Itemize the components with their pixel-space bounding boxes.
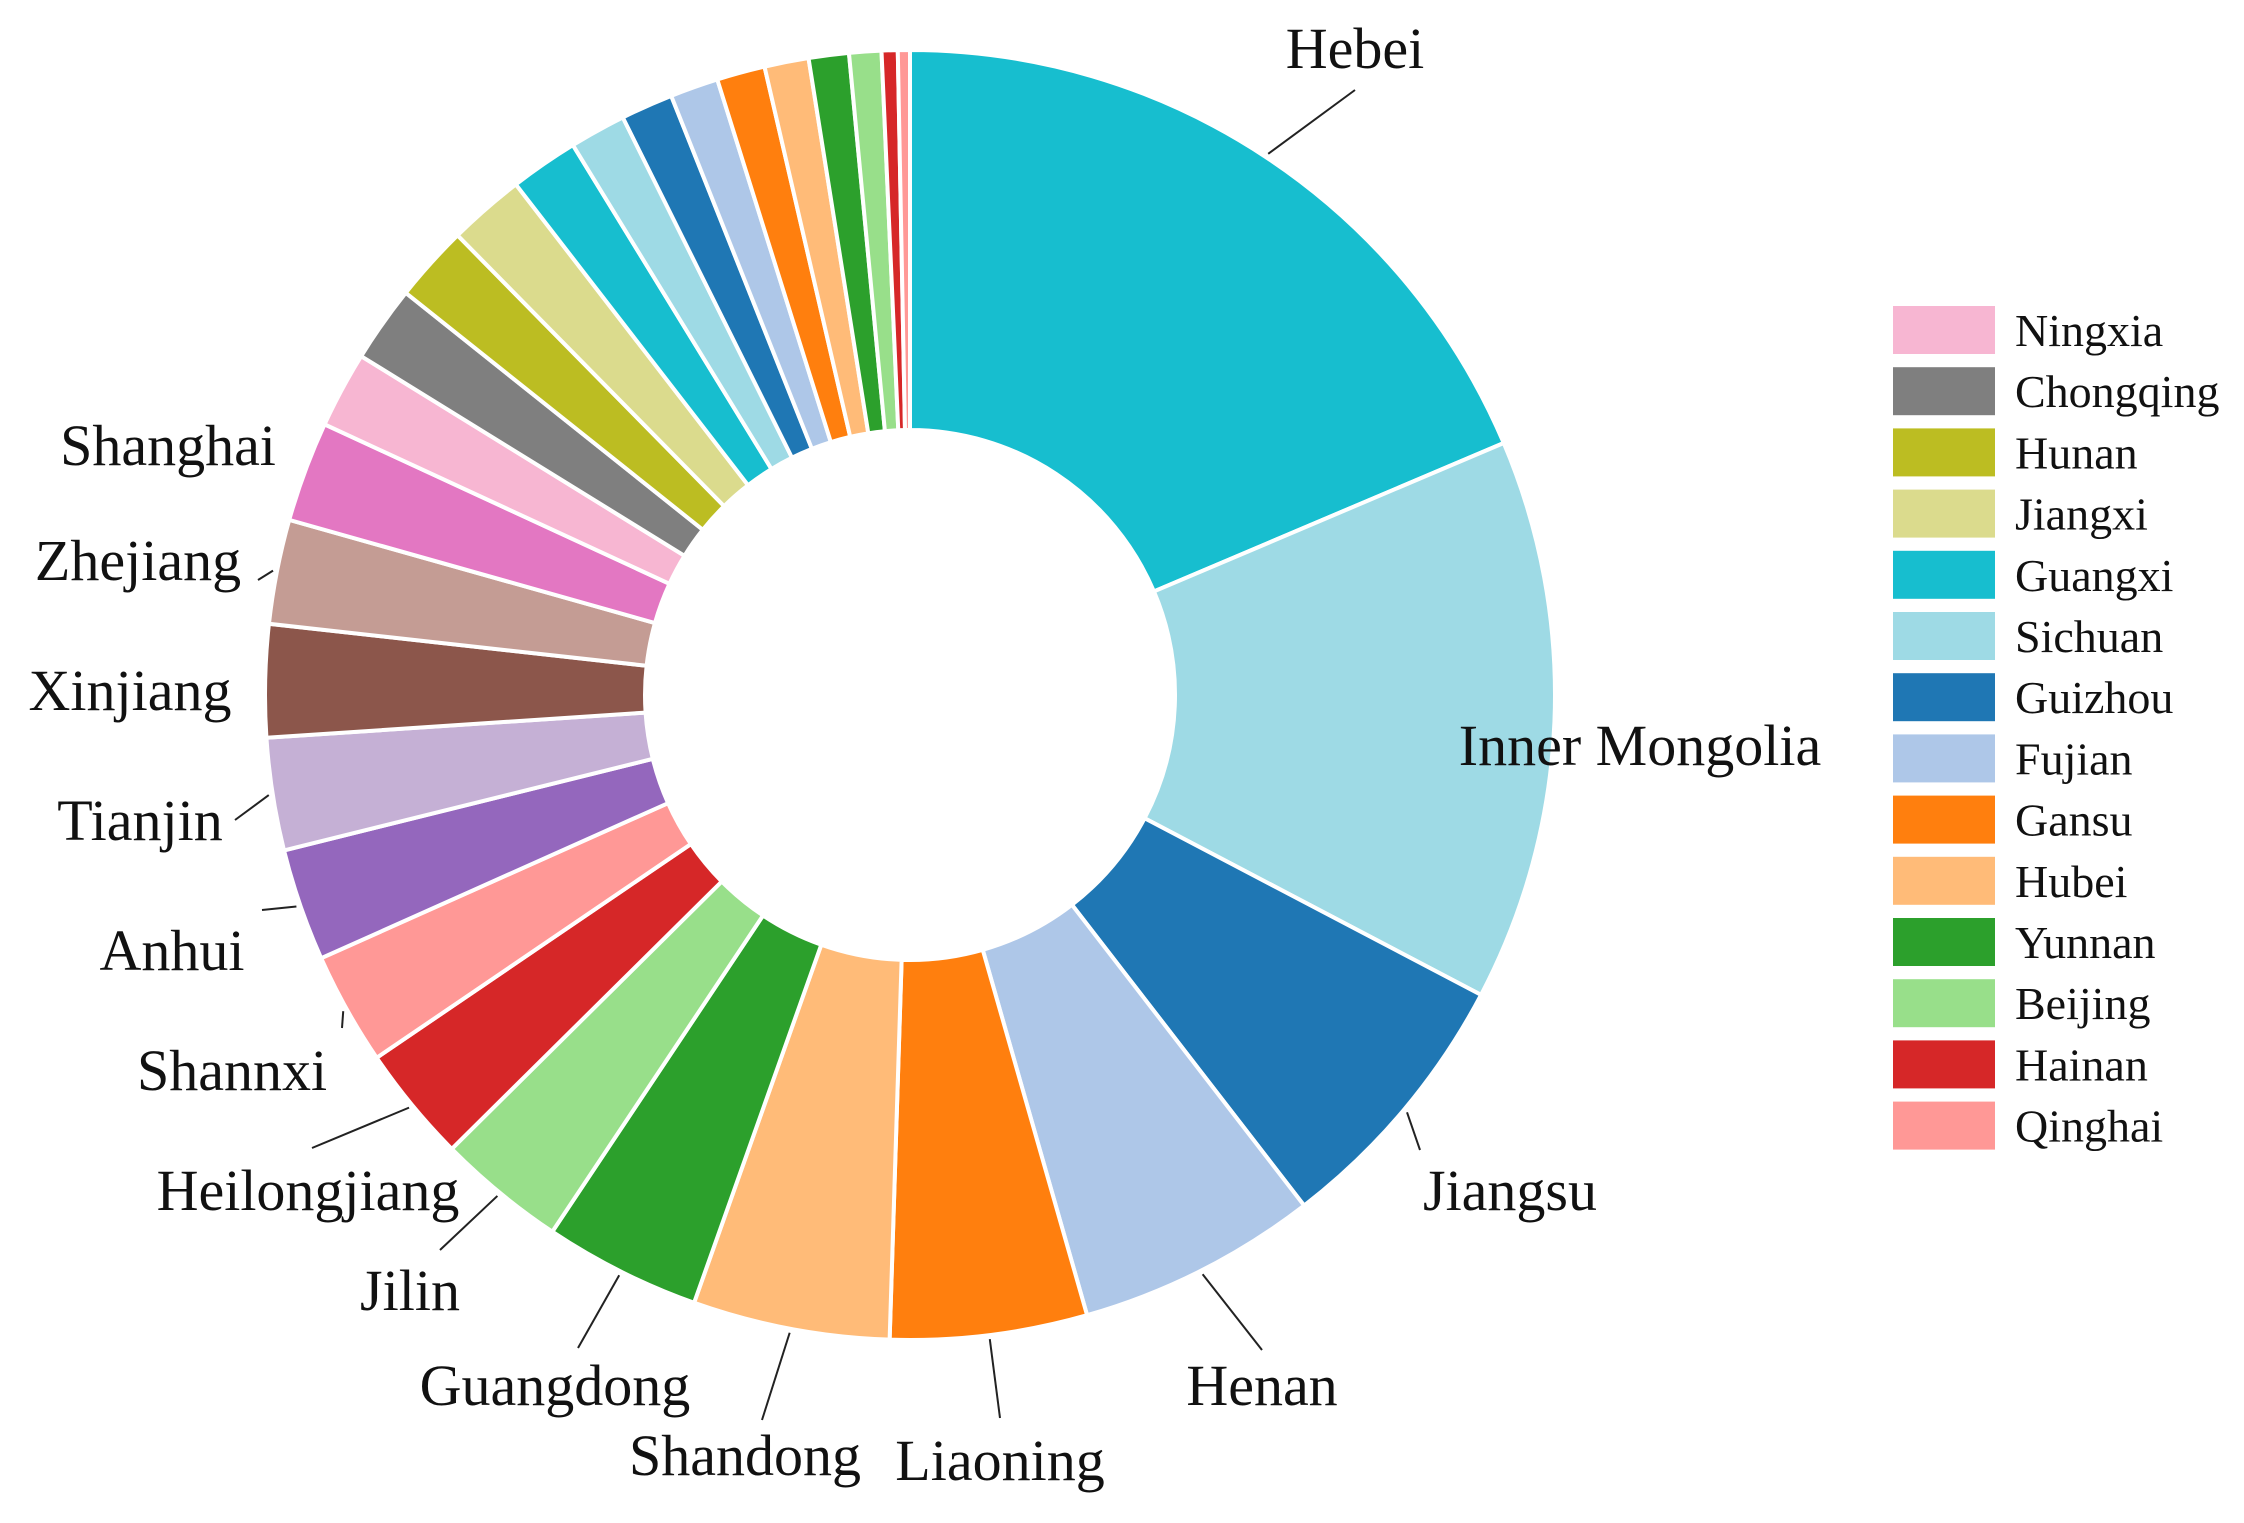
legend-label-hubei: Hubei [2015, 856, 2127, 907]
legend-swatch-qinghai [1893, 1101, 1995, 1150]
leader-liaoning [988, 1338, 1001, 1419]
legend-swatch-fujian [1893, 734, 1995, 783]
slice-label-xinjiang: Xinjiang [29, 658, 232, 723]
legend-label-fujian: Fujian [2015, 733, 2133, 784]
slice-label-shannxi: Shannxi [137, 1038, 327, 1103]
slice-hebei [908, 47, 1507, 595]
donut-slices [263, 47, 1557, 1343]
legend-swatch-hubei [1893, 856, 1995, 905]
legend-label-guangxi: Guangxi [2015, 550, 2173, 601]
legend-swatch-ningxia [1893, 306, 1995, 354]
legend-label-chongqing: Chongqing [2015, 366, 2219, 417]
legend-swatch-guangxi [1893, 550, 1995, 599]
leader-jilin [439, 1195, 499, 1251]
slice-label-shandong: Shandong [629, 1423, 861, 1488]
slice-inner-mongolia [1141, 440, 1557, 998]
legend-label-beijing: Beijing [2015, 978, 2150, 1029]
slice-label-liaoning: Liaoning [895, 1428, 1104, 1493]
legend-swatch-hainan [1893, 1040, 1995, 1089]
leader-hebei [1267, 89, 1356, 155]
slice-label-henan: Henan [1186, 1353, 1337, 1418]
slice-label-jiangsu: Jiangsu [1423, 1158, 1597, 1223]
legend-label-guizhou: Guizhou [2015, 672, 2173, 723]
leader-tianjin [234, 794, 270, 821]
leader-zhejiang [257, 569, 274, 581]
legend-label-ningxia: Ningxia [2015, 305, 2163, 356]
leader-anhui [261, 905, 297, 911]
legend-label-yunnan: Yunnan [2015, 917, 2156, 968]
legend-swatch-hunan [1893, 428, 1995, 477]
leader-guangdong [577, 1274, 621, 1349]
slice-label-shanghai: Shanghai [60, 413, 276, 478]
legend-label-gansu: Gansu [2015, 795, 2133, 846]
legend-label-jiangxi: Jiangxi [2015, 489, 2148, 540]
slice-label-heilongjiang: Heilongjiang [157, 1158, 460, 1223]
leader-henan [1201, 1273, 1263, 1351]
slice-qinghai [895, 47, 912, 433]
slice-jiangsu [1069, 815, 1484, 1209]
leader-jiangsu [1406, 1112, 1421, 1151]
label-leader-lines [234, 89, 1421, 1421]
slice-label-jilin: Jilin [360, 1258, 460, 1323]
slice-label-inner-mongolia: Inner Mongolia [1459, 713, 1821, 778]
slice-label-tianjin: Tianjin [57, 788, 222, 853]
legend-swatch-yunnan [1893, 918, 1995, 966]
legend-label-sichuan: Sichuan [2015, 611, 2163, 662]
legend-swatch-chongqing [1893, 367, 1995, 416]
leader-shannxi [341, 1011, 345, 1029]
legend-swatch-jiangxi [1893, 489, 1995, 538]
legend-swatch-beijing [1893, 979, 1995, 1028]
legend-swatch-guizhou [1893, 673, 1995, 722]
slice-labels: Hebei Inner Mongolia Jiangsu Henan Liaoning S… [29, 16, 1822, 1493]
legend-label-hunan: Hunan [2015, 427, 2138, 478]
slice-label-anhui: Anhui [100, 918, 245, 983]
legend-label-qinghai: Qinghai [2015, 1101, 2163, 1152]
slice-label-hebei: Hebei [1286, 16, 1425, 81]
leader-shandong [761, 1332, 791, 1421]
legend: Ningxia Chongqing Hunan Jiangxi Guangxi Sichu… [1893, 305, 2219, 1152]
legend-label-hainan: Hainan [2015, 1039, 2148, 1090]
slice-label-guangdong: Guangdong [420, 1353, 691, 1418]
leader-heilongjiang [311, 1106, 410, 1149]
legend-swatch-gansu [1893, 795, 1995, 844]
legend-swatch-sichuan [1893, 612, 1995, 660]
slice-label-zhejiang: Zhejiang [35, 528, 241, 593]
